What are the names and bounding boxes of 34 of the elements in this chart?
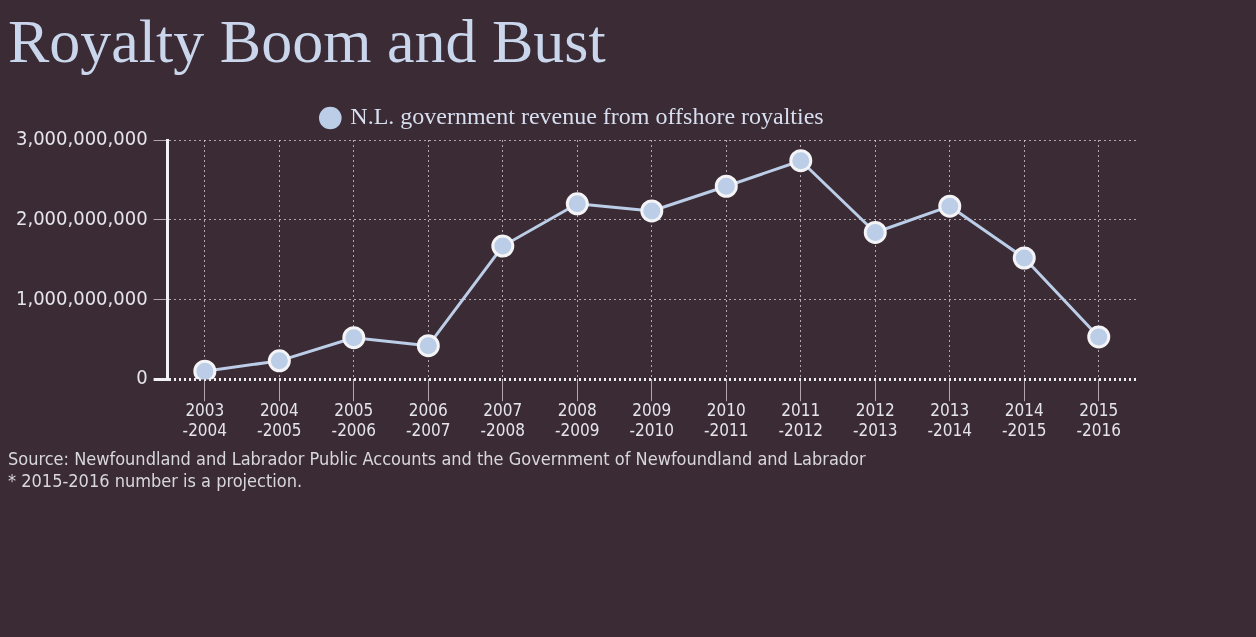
point (193, 359, 217, 380)
point (640, 199, 664, 223)
x-tick-label: 2015 -2016 (1076, 399, 1121, 441)
point (938, 194, 962, 218)
point (491, 234, 515, 258)
point (1087, 325, 1111, 349)
point (789, 149, 813, 173)
point (1012, 246, 1036, 270)
y-tick-label: 2,000,000,000 (16, 205, 148, 230)
x-tick-label: 2007 -2008 (480, 399, 526, 441)
legend-label: N.L. government revenue from offshore royalties (350, 103, 824, 130)
point (565, 192, 589, 216)
x-tick-label: 2013 -2014 (927, 399, 972, 441)
point (267, 349, 291, 373)
chart-title: Royalty Boom and Bust (8, 6, 606, 77)
y-tick-label: 3,000,000,000 (16, 126, 148, 151)
y-tick-label: 0 (136, 365, 148, 390)
point (416, 334, 440, 358)
point (342, 326, 366, 350)
y-tick-label: 1,000,000,000 (16, 285, 148, 310)
x-tick-label: 2006 -2007 (406, 399, 451, 441)
point (714, 174, 738, 198)
text: * 2015-2016 number is a projection. (8, 470, 304, 492)
point (863, 220, 887, 244)
x-tick-label: 2014 -2015 (1002, 399, 1047, 441)
x-tick-label: 2010 -2011 (704, 399, 749, 441)
x-tick-label: 2009 -2010 (629, 399, 675, 441)
x-tick-label: 2012 -2013 (853, 399, 898, 441)
x-tick-label: 2011 -2012 (778, 399, 823, 441)
x-tick-label: 2008 -2009 (555, 399, 600, 441)
source-note: Source: Newfoundland and Labrador Public Accounts and the Government of Newfoundland and Labrador (8, 448, 866, 470)
x-tick-label: 2004 -2005 (257, 399, 302, 441)
x-tick-label: 2003 -2004 (182, 399, 228, 441)
x-tick-label: 2005 -2006 (331, 399, 377, 441)
